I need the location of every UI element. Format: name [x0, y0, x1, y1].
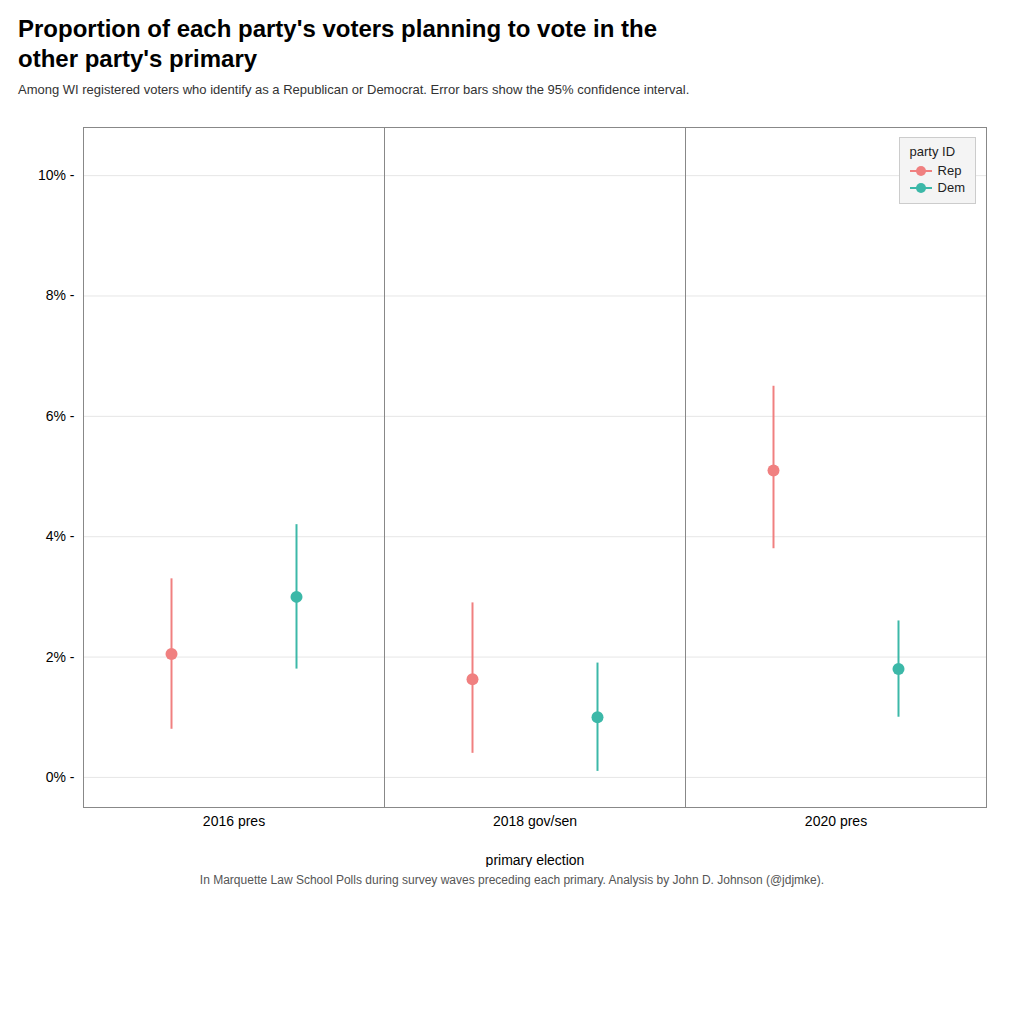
svg-text:4% -: 4% -	[46, 528, 75, 544]
html-text:Proportion of each party's vot: Proportion of each party's voters planni…	[18, 15, 658, 72]
svg-text:10% -: 10% -	[38, 167, 75, 183]
svg-text:2% -: 2% -	[46, 649, 75, 665]
html-text:Dem: Dem	[937, 180, 965, 195]
html-text:Among WI registered voters who: Among WI registered voters who identify …	[18, 82, 690, 97]
svg-text:2020 pres: 2020 pres	[805, 813, 867, 829]
svg-text:2016 pres: 2016 pres	[203, 813, 265, 829]
html-text:Rep: Rep	[937, 163, 962, 178]
svg-text:6% -: 6% -	[46, 408, 75, 424]
svg-text:primary election: primary election	[486, 852, 585, 868]
svg-text:0% -: 0% -	[46, 769, 75, 785]
html-text:In Marquette Law School Polls: In Marquette Law School Polls during sur…	[199, 873, 825, 887]
svg-text:2018 gov/sen: 2018 gov/sen	[493, 813, 577, 829]
svg-text:8% -: 8% -	[46, 287, 75, 303]
html-text:party ID: party ID	[909, 144, 956, 159]
